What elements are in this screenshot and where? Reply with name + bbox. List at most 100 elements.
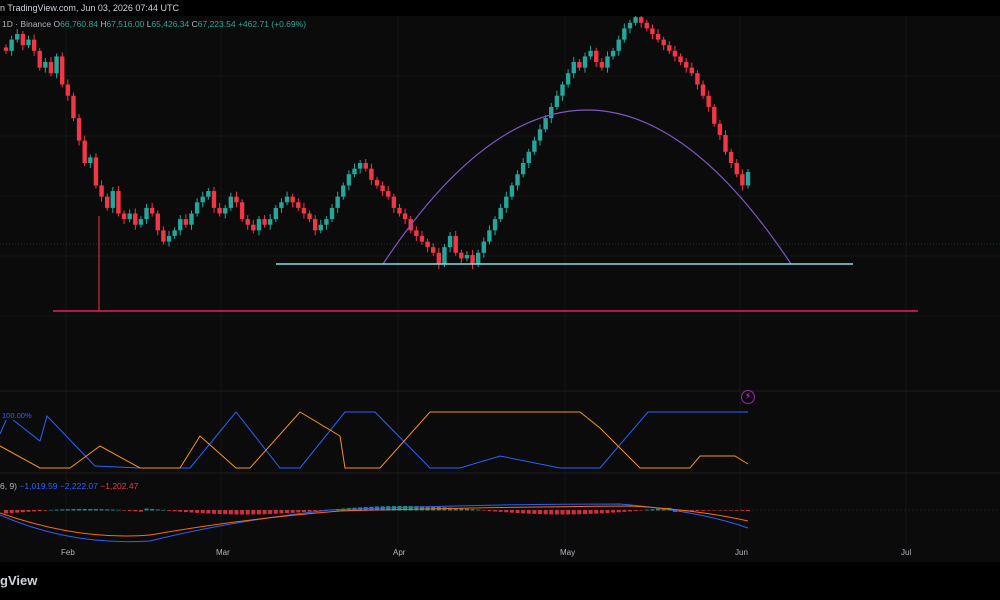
candle [532, 140, 537, 152]
macd-histogram-bar [526, 510, 531, 514]
candle [481, 241, 487, 253]
macd-histogram-bar [290, 510, 295, 513]
macd-histogram-bar [391, 506, 396, 511]
candle [425, 241, 430, 248]
candle [369, 168, 374, 180]
top-bar: n TradingView.com, Jun 03, 2026 07:44 UT… [0, 0, 1000, 16]
macd-histogram-bar [532, 510, 537, 514]
macd-histogram-bar [459, 508, 464, 511]
macd-histogram-bar [43, 510, 48, 511]
macd-histogram-bar [448, 507, 453, 511]
aroon-up-line [0, 411, 748, 469]
macd-histogram-bar [746, 510, 750, 512]
macd-histogram-bar [566, 510, 571, 515]
macd-histogram-bar [48, 509, 53, 511]
macd-histogram-bar [403, 506, 408, 511]
aroon-indicator [0, 411, 749, 469]
macd-histogram-bar [200, 510, 205, 514]
candle [582, 56, 588, 68]
ohlc-legend: 1D · Binance O66,760.84 H67,516.00 L65,4… [2, 19, 306, 29]
candle [116, 191, 121, 214]
candle [386, 191, 391, 197]
macd-histogram-bar [639, 510, 644, 511]
candle [616, 39, 621, 51]
candle [155, 213, 160, 231]
candle [346, 174, 352, 186]
candle [678, 56, 683, 63]
macd-histogram-bar [4, 510, 8, 514]
macd-histogram-bar [15, 510, 20, 513]
rounded-top-arc[interactable] [382, 109, 792, 265]
chart-area[interactable]: Feb Mar Apr May Jun Jul [0, 16, 1000, 562]
candle [650, 28, 655, 34]
month-tick-label: Mar [216, 548, 230, 557]
macd-histogram-bar [116, 509, 121, 511]
candle [431, 247, 436, 253]
source-text: n TradingView.com, Jun 03, 2026 07:44 UT… [0, 3, 179, 13]
low-label: L [146, 19, 152, 29]
candle [3, 47, 9, 51]
macd-histogram-bar [464, 508, 469, 511]
macd-histogram-bar [605, 510, 610, 514]
macd-histogram-bar [122, 510, 127, 511]
candle [672, 50, 678, 57]
candle [43, 62, 48, 68]
macd-histogram-bar [99, 509, 104, 511]
candle [633, 17, 638, 23]
candle [31, 39, 37, 51]
macd-histogram-bar [178, 510, 183, 512]
candle [335, 196, 340, 208]
macd-histogram-bar [712, 510, 717, 511]
candle [217, 207, 222, 214]
high-label: H [100, 19, 107, 29]
macd-histogram-bar [296, 510, 301, 513]
lightning-alert-icon[interactable]: ⚡ [741, 390, 755, 404]
candle [740, 174, 745, 186]
close-value: 67,223.54 [197, 19, 236, 29]
candle [20, 34, 26, 46]
candle [178, 219, 183, 231]
macd-histogram-bar [515, 510, 520, 514]
candle [475, 252, 481, 264]
candle [638, 17, 644, 23]
macd-histogram-bar [206, 510, 211, 514]
macd-histogram-bar [313, 510, 318, 512]
macd-histogram-bar [301, 510, 306, 513]
candle [329, 207, 335, 220]
macd-histogram-bar [470, 509, 475, 511]
candle [498, 207, 503, 220]
candle [627, 22, 633, 29]
month-tick-label: Feb [61, 548, 75, 557]
macd-histogram-bar [476, 509, 481, 511]
candle [99, 185, 104, 197]
macd-histogram-bar [650, 509, 655, 511]
macd-histogram-bar [571, 510, 576, 515]
candle [560, 84, 565, 96]
candle [262, 219, 267, 225]
candle [610, 50, 616, 57]
macd-histogram-bar [622, 510, 627, 512]
candle [9, 39, 14, 51]
macd-histogram-bar [195, 510, 200, 513]
candle [526, 151, 531, 164]
candle [549, 106, 554, 119]
macd-histogram-bar [268, 510, 273, 514]
candle [543, 118, 548, 130]
candle [256, 219, 262, 231]
candle [565, 73, 571, 85]
candle [588, 50, 593, 57]
macd-histogram-bar [493, 510, 498, 512]
candle [515, 174, 520, 186]
macd-histogram-bar [706, 510, 711, 511]
candle [712, 106, 717, 124]
macd-histogram-bar [582, 510, 587, 515]
macd-histogram-bar [127, 510, 132, 511]
macd-histogram-bar [93, 509, 98, 511]
macd-histogram-bar [54, 509, 59, 511]
candle [223, 207, 228, 214]
signal-line [0, 505, 749, 537]
candle [194, 202, 200, 214]
candle [667, 45, 672, 51]
macd-histogram-bar [504, 510, 509, 513]
macd-histogram-bar [138, 510, 143, 512]
